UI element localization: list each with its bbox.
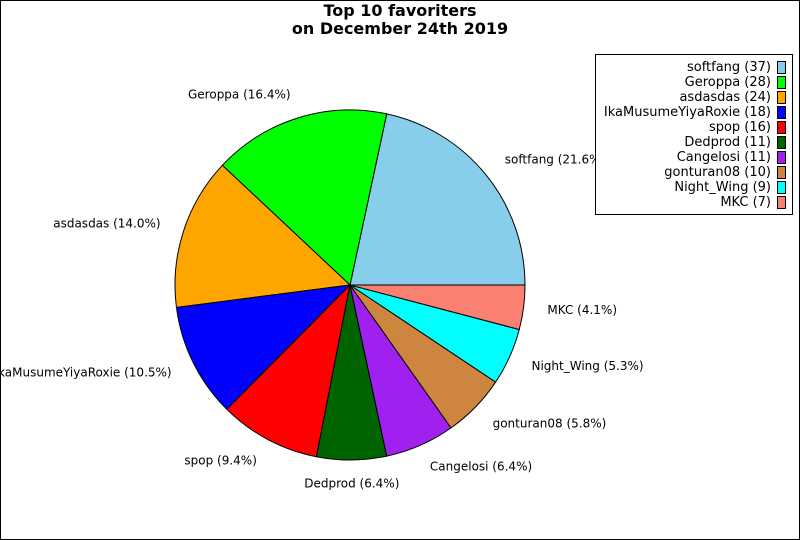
legend-label: MKC (7) xyxy=(720,195,771,210)
chart-title: Top 10 favoriters on December 24th 2019 xyxy=(0,2,800,38)
legend-label: Night_Wing (9) xyxy=(674,180,771,195)
legend-item: Night_Wing (9) xyxy=(674,180,786,195)
legend-swatch xyxy=(777,151,786,164)
legend-item: Dedprod (11) xyxy=(684,135,786,150)
legend-swatch xyxy=(777,166,786,179)
slice-label-cangelosi: Cangelosi (6.4%) xyxy=(430,460,532,474)
legend-label: gonturan08 (10) xyxy=(664,165,771,180)
chart-title-line-1: Top 10 favoriters xyxy=(323,1,477,20)
legend-swatch xyxy=(777,76,786,89)
legend-label: Dedprod (11) xyxy=(684,135,771,150)
slice-label-night-wing: Night_Wing (5.3%) xyxy=(532,359,644,373)
slice-label-asdasdas: asdasdas (14.0%) xyxy=(53,216,160,230)
pie-slice-asdasdas xyxy=(174,164,352,309)
pie-slice-softfang xyxy=(349,113,526,286)
legend-label: Cangelosi (11) xyxy=(676,150,771,165)
chart-title-line-2: on December 24th 2019 xyxy=(291,19,509,38)
legend-swatch xyxy=(777,136,786,149)
legend-item: Geroppa (28) xyxy=(685,75,786,90)
legend: softfang (37) Geroppa (28) asdasdas (24) Ik… xyxy=(595,54,793,215)
legend-swatch xyxy=(777,91,786,104)
pie-slice-ikamusumeyiyaroxie xyxy=(175,284,352,411)
legend-item: asdasdas (24) xyxy=(679,90,786,105)
legend-swatch xyxy=(777,61,786,74)
legend-item: Cangelosi (11) xyxy=(677,150,786,165)
legend-item: spop (16) xyxy=(709,120,786,135)
legend-swatch xyxy=(777,121,786,134)
slice-label-ikamusumeyiyaroxie: IkaMusumeYiyaRoxie (10.5%) xyxy=(0,366,172,380)
legend-item: gonturan08 (10) xyxy=(664,165,786,180)
pie-slice-geroppa xyxy=(221,109,388,286)
legend-label: IkaMusumeYiyaRoxie (18) xyxy=(603,105,771,120)
legend-item: softfang (37) xyxy=(687,60,786,75)
pie-slice-mkc xyxy=(349,284,526,331)
slice-label-gonturan08: gonturan08 (5.8%) xyxy=(493,416,607,430)
legend-swatch xyxy=(777,106,786,119)
slice-label-spop: spop (9.4%) xyxy=(184,453,257,467)
slice-label-softfang: softfang (21.6%) xyxy=(505,152,605,166)
legend-label: asdasdas (24) xyxy=(679,90,771,105)
legend-item: IkaMusumeYiyaRoxie (18) xyxy=(604,105,786,120)
pie-slice-spop xyxy=(226,283,351,458)
legend-item: MKC (7) xyxy=(720,195,786,210)
legend-label: softfang (37) xyxy=(686,60,771,75)
legend-label: spop (16) xyxy=(708,120,771,135)
legend-label: Geroppa (28) xyxy=(684,75,771,90)
legend-swatch xyxy=(777,181,786,194)
legend-swatch xyxy=(777,196,786,209)
slice-label-geroppa: Geroppa (16.4%) xyxy=(188,88,291,102)
slice-label-dedprod: Dedprod (6.4%) xyxy=(304,477,399,491)
slice-label-mkc: MKC (4.1%) xyxy=(547,303,617,317)
